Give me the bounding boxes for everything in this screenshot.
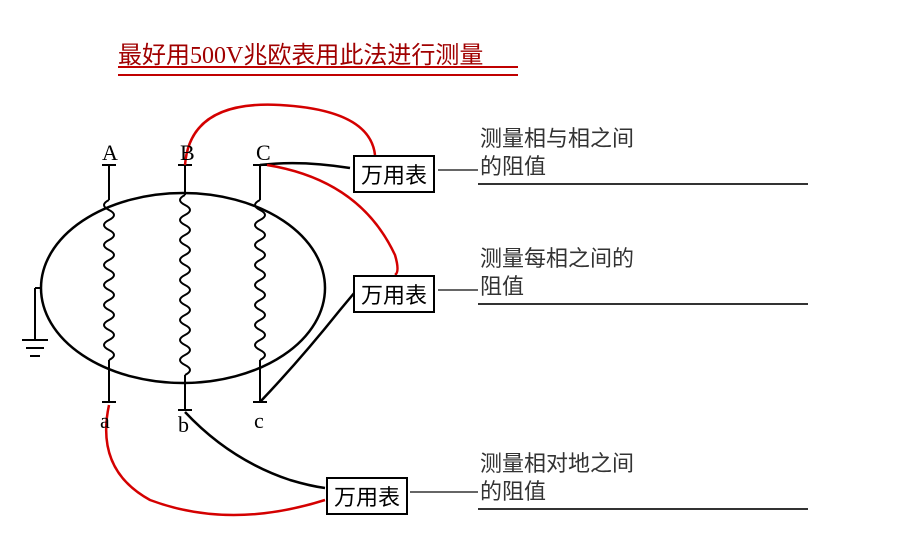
terminal-B: B [180,140,195,166]
measurement-desc-2: 测量每相之间的 阻值 [480,245,634,300]
wire-m2-black [260,292,355,402]
desc1-line1: 测量相与相之间 [480,126,634,151]
desc2-line2: 阻值 [480,274,524,299]
wire-m1-red [185,105,375,165]
desc3-line1: 测量相对地之间 [480,451,634,476]
desc2-underline [478,303,808,305]
meter-box-1: 万用表 [353,155,435,193]
title-underline [118,66,518,76]
diagram-title: 最好用500V兆欧表用此法进行测量 [118,35,483,70]
terminal-c: c [254,408,264,434]
ground-symbol [22,288,48,356]
desc1-line2: 的阻值 [480,154,546,179]
terminal-A: A [102,140,118,166]
wire-m3-red [106,405,325,515]
desc2-line1: 测量每相之间的 [480,246,634,271]
meter-box-2: 万用表 [353,275,435,313]
desc3-underline [478,508,808,510]
winding-b [180,165,190,410]
meter-box-3: 万用表 [326,477,408,515]
terminal-b: b [178,412,189,438]
terminal-a: a [100,408,110,434]
motor-body [41,193,325,383]
measurement-desc-1: 测量相与相之间 的阻值 [480,125,634,180]
terminal-C: C [256,140,271,166]
diagram-svg [0,0,900,550]
desc3-line2: 的阻值 [480,479,546,504]
desc1-underline [478,183,808,185]
measurement-desc-3: 测量相对地之间 的阻值 [480,450,634,505]
